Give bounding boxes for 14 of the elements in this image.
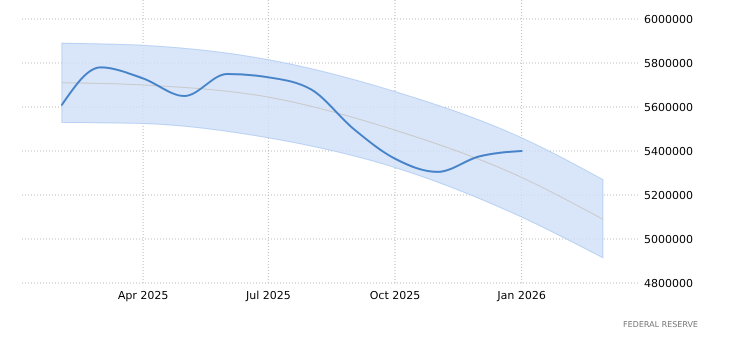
x-tick-label: Oct 2025 xyxy=(370,289,420,302)
x-tick-label: Jan 2026 xyxy=(496,289,546,302)
y-tick-label: 5400000 xyxy=(644,144,693,158)
y-tick-label: 5800000 xyxy=(644,56,693,70)
x-tick-label: Apr 2025 xyxy=(118,289,168,302)
y-tick-label: 5000000 xyxy=(644,232,693,246)
y-tick-label: 4800000 xyxy=(644,276,693,290)
text: FEDERAL RESERVE xyxy=(623,320,698,329)
x-tick-label: Jul 2025 xyxy=(244,289,291,302)
y-tick-label: 5600000 xyxy=(644,100,693,114)
line-series xyxy=(60,66,523,173)
y-tick-label: 5200000 xyxy=(644,188,693,202)
y-tick-label: 6000000 xyxy=(644,12,693,26)
line-series xyxy=(61,82,604,220)
